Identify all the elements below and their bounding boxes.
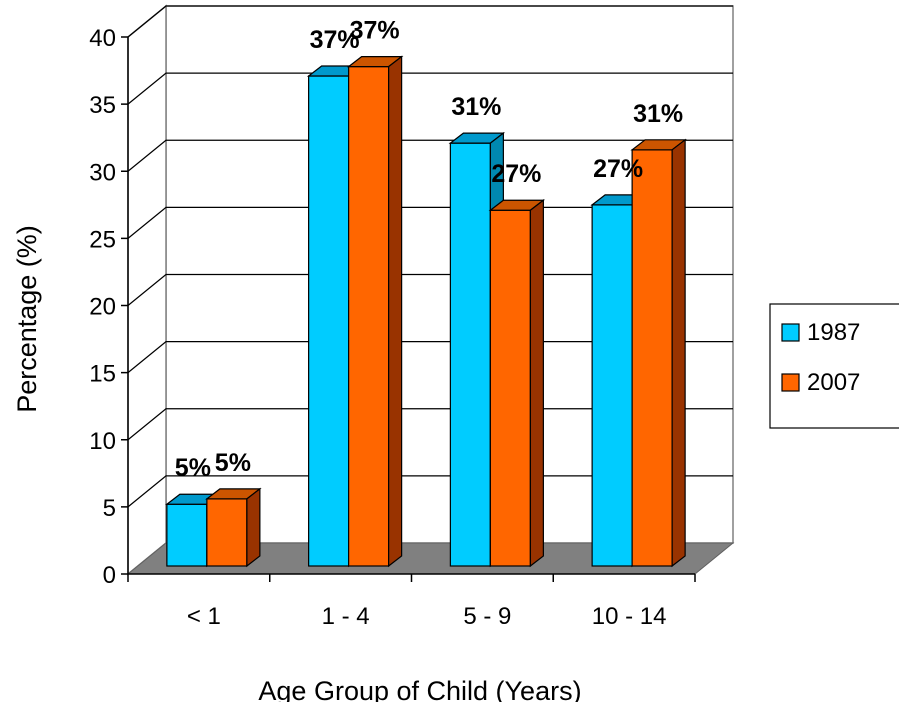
y-tick-label: 30 (89, 159, 116, 186)
y-tick-label: 15 (89, 361, 116, 388)
bar-side (246, 487, 261, 568)
y-tick-label: 40 (89, 25, 116, 52)
gridlines (127, 5, 733, 508)
gridline (127, 139, 733, 172)
legend: 1987 2007 (769, 303, 899, 429)
gridline (127, 273, 733, 306)
bar-2007-1 (346, 55, 404, 568)
bar-front (631, 149, 673, 567)
y-tick-label: 0 (103, 562, 116, 589)
data-label: 31% (451, 93, 501, 121)
data-label: 27% (491, 160, 541, 188)
y-tick-labels: 0 5 10 15 20 25 30 35 40 (89, 25, 116, 589)
bar-front (591, 204, 633, 567)
gridline (127, 475, 733, 508)
x-tick-label: < 1 (187, 603, 221, 630)
x-tick-label: 1 - 4 (322, 603, 370, 630)
legend-swatch-2007 (781, 373, 800, 392)
data-label: 37% (350, 17, 400, 45)
data-label: 31% (633, 100, 683, 128)
data-label: 27% (593, 155, 643, 183)
bar-2007-0 (205, 487, 262, 568)
data-label: 5% (215, 449, 251, 477)
x-tick-label: 5 - 9 (463, 603, 511, 630)
axes (121, 36, 696, 582)
y-tick-label: 25 (89, 226, 116, 253)
y-tick-label: 35 (89, 92, 116, 119)
x-tick-label: 10 - 14 (592, 603, 667, 630)
bar-2007-3 (630, 138, 687, 568)
gridline (127, 206, 733, 239)
gridline (127, 341, 733, 374)
gridline (127, 408, 733, 441)
bar-side (529, 199, 544, 568)
bar-front (489, 209, 531, 567)
y-tick-label: 5 (103, 495, 116, 522)
legend-box (769, 303, 899, 429)
data-label: 37% (310, 26, 360, 54)
x-axis-title: Age Group of Child (Years) (258, 676, 581, 702)
y-tick-label: 20 (89, 294, 116, 321)
bar-front (206, 498, 248, 567)
bar-front (348, 65, 390, 567)
y-tick-label: 10 (89, 428, 116, 455)
legend-swatch-1987 (781, 323, 800, 342)
gridline (127, 5, 733, 38)
bars (165, 55, 687, 568)
x-tick-labels: < 1 1 - 4 5 - 9 10 - 14 (187, 603, 667, 630)
y-axis-title: Percentage (%) (12, 225, 42, 413)
legend-label-2007: 2007 (807, 369, 860, 396)
data-label: 5% (175, 454, 211, 482)
data-labels: 5% 37% 31% 27% 5% 37% 27% 31% (175, 17, 683, 483)
bar-front (449, 142, 491, 567)
bar-2007-2 (488, 199, 546, 568)
bar-front (166, 503, 208, 567)
legend-label-1987: 1987 (807, 319, 860, 346)
bar-front (308, 75, 350, 567)
bar-side (388, 55, 403, 568)
bar-side (671, 138, 686, 568)
gridline (127, 72, 733, 105)
